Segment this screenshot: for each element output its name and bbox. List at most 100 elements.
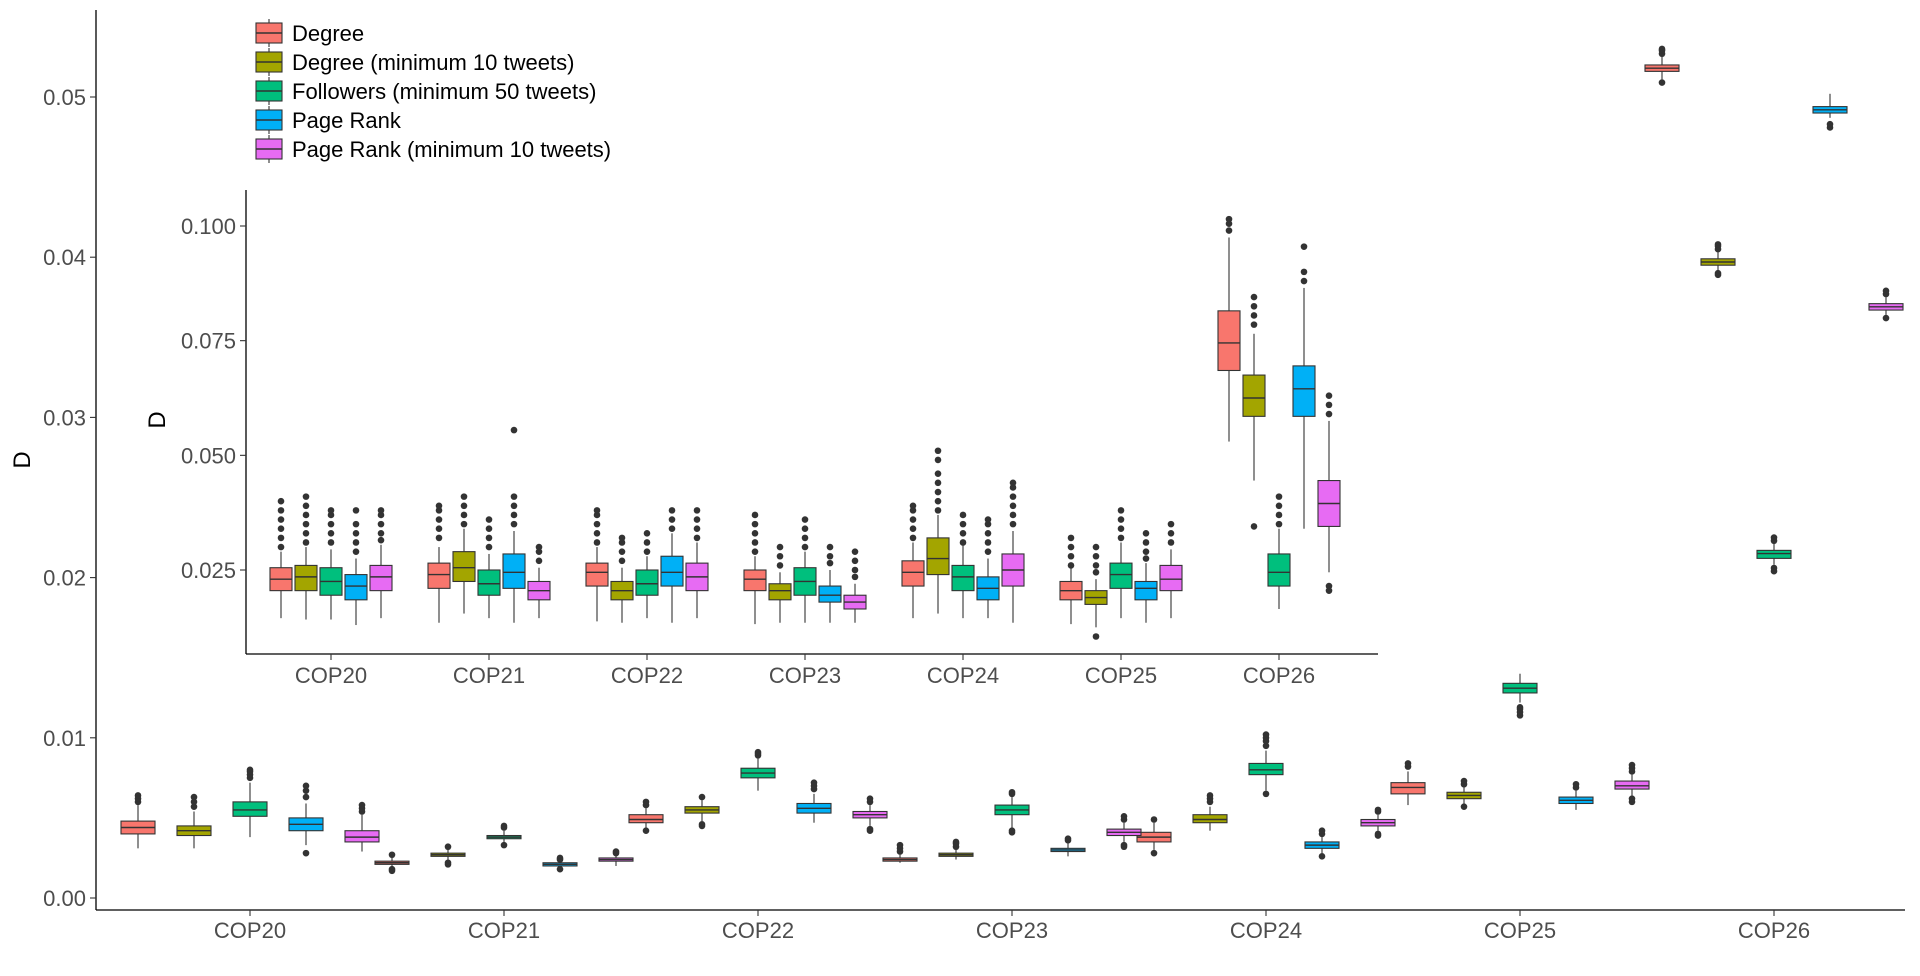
main-box-2-2 <box>740 748 776 791</box>
outlier-point <box>618 557 626 565</box>
inset-box-4-3 <box>976 516 1000 619</box>
main-box-0-3 <box>288 782 324 857</box>
inset-plot: 0.025 0.050 0.075 0.100 COP20 COP21 COP22 COP23… <box>144 190 1378 688</box>
outlier-point <box>593 511 601 519</box>
inset-box-2-0 <box>585 507 609 622</box>
outlier-point <box>1167 520 1175 528</box>
inset-box-6-4 <box>1317 392 1341 594</box>
outlier-point <box>984 548 992 555</box>
outlier-point <box>460 520 468 528</box>
outlier-point <box>352 548 360 555</box>
outlier-point <box>1275 520 1283 528</box>
outlier-point <box>1092 633 1100 640</box>
outlier-point <box>246 766 254 774</box>
outlier-point <box>1658 79 1666 86</box>
main-x-tick-label: COP21 <box>468 918 540 943</box>
inset-box-4-2 <box>951 511 975 619</box>
outlier-point <box>302 782 310 790</box>
inset-box-3-1 <box>768 543 792 623</box>
outlier-point <box>535 557 543 565</box>
outlier-point <box>801 534 809 542</box>
main-box-1-1 <box>430 843 466 868</box>
outlier-point <box>801 525 809 533</box>
inset-box-6-1 <box>1242 293 1266 530</box>
outlier-point <box>776 543 784 551</box>
outlier-point <box>593 507 601 514</box>
outlier-point <box>1009 520 1017 528</box>
inset-y-tick-label: 0.100 <box>181 214 236 239</box>
inset-box-1-0 <box>427 502 451 623</box>
main-box-3-2 <box>994 788 1030 836</box>
main-box-6-0 <box>1644 45 1680 86</box>
inset-x-tick-label: COP20 <box>295 663 367 688</box>
outlier-point <box>693 534 701 542</box>
box-iqr <box>635 569 659 596</box>
outlier-point <box>277 497 285 505</box>
box-iqr <box>951 564 975 592</box>
main-x-tick-label: COP25 <box>1484 918 1556 943</box>
outlier-point <box>302 511 310 519</box>
outlier-point <box>1008 827 1016 835</box>
inset-x-tick-label: COP21 <box>453 663 525 688</box>
outlier-point <box>190 793 198 801</box>
outlier-point <box>1092 543 1100 551</box>
main-box-1-3 <box>542 854 578 873</box>
outlier-point <box>1225 215 1233 223</box>
inset-box-5-4 <box>1159 520 1183 619</box>
outlier-point <box>693 507 701 514</box>
outlier-point <box>1714 241 1722 248</box>
outlier-point <box>984 539 992 546</box>
outlier-point <box>643 548 651 555</box>
box-iqr <box>502 553 526 589</box>
outlier-point <box>909 502 917 510</box>
main-box-3-4 <box>1106 812 1142 851</box>
outlier-point <box>460 511 468 519</box>
outlier-point <box>435 502 443 510</box>
outlier-point <box>1325 401 1333 409</box>
outlier-point <box>1064 835 1072 843</box>
outlier-point <box>1318 853 1326 860</box>
outlier-point <box>358 801 366 809</box>
outlier-point <box>302 787 310 794</box>
outlier-point <box>643 530 651 537</box>
outlier-point <box>510 511 518 519</box>
outlier-point <box>302 539 310 546</box>
outlier-point <box>851 566 859 574</box>
outlier-point <box>1150 849 1158 857</box>
box-iqr <box>1192 814 1228 824</box>
outlier-point <box>1275 493 1283 500</box>
outlier-point <box>934 479 942 487</box>
outlier-point <box>352 520 360 528</box>
box-iqr <box>901 560 925 587</box>
outlier-point <box>500 841 508 849</box>
outlier-point <box>190 798 198 806</box>
main-box-5-2 <box>1502 673 1538 719</box>
outlier-point <box>1167 530 1175 537</box>
outlier-point <box>1325 392 1333 400</box>
legend-item: Degree (minimum 10 tweets) <box>255 48 574 76</box>
main-box-3-3 <box>1050 835 1086 857</box>
box-iqr <box>1134 580 1158 601</box>
outlier-point <box>1882 287 1890 295</box>
outlier-point <box>377 507 385 514</box>
outlier-point <box>866 795 874 802</box>
inset-box-0-1 <box>294 493 318 620</box>
outlier-point <box>1325 582 1333 590</box>
outlier-point <box>510 493 518 500</box>
outlier-point <box>460 502 468 510</box>
outlier-point <box>556 865 564 873</box>
inset-box-5-3 <box>1134 530 1158 623</box>
inset-box-3-2 <box>793 516 817 623</box>
box-iqr <box>452 551 476 583</box>
main-box-3-1 <box>938 838 974 860</box>
legend-label: Degree (minimum 10 tweets) <box>292 50 574 75</box>
outlier-point <box>1826 120 1834 128</box>
outlier-point <box>1067 543 1075 551</box>
outlier-point <box>1092 568 1100 576</box>
main-box-3-0 <box>882 841 918 863</box>
outlier-point <box>1142 530 1150 537</box>
outlier-point <box>352 539 360 546</box>
inset-x-tick-label: COP24 <box>927 663 999 688</box>
inset-y-tick-label: 0.025 <box>181 558 236 583</box>
